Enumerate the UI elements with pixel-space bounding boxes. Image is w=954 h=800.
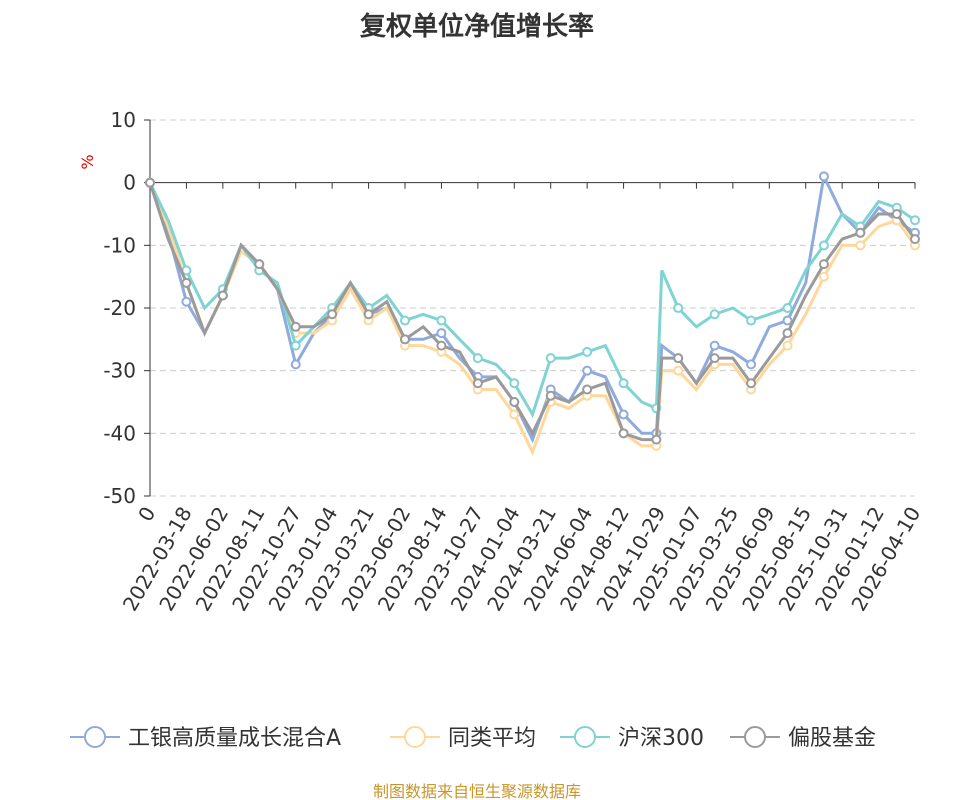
data-point [290,321,301,332]
data-point [509,409,520,420]
data-point [436,340,447,351]
data-point [327,309,338,320]
data-point [746,315,757,326]
data-point [746,378,757,389]
data-point [509,397,520,407]
legend-marker [84,726,106,748]
data-point [217,290,228,301]
legend-marker [744,726,766,748]
data-point [181,296,192,307]
data-point [145,177,155,188]
data-point [746,359,757,370]
data-point [818,171,829,182]
data-point [891,209,902,219]
data-point [709,340,720,351]
data-point [290,359,301,370]
data-point [582,384,593,395]
series-line [148,182,917,442]
data-point [181,277,192,288]
data-point [436,328,447,339]
data-point [673,365,684,376]
data-point [782,303,793,313]
legend-marker [574,726,596,748]
chart-title: 复权单位净值增长率 [359,12,594,42]
data-point [782,328,793,339]
legend-label: 同类平均 [448,726,536,751]
legend-label: 偏股基金 [788,726,876,751]
data-point [709,353,720,364]
series-line [148,182,916,419]
data-point [818,271,829,282]
data-point [818,259,829,270]
data-point [400,315,410,326]
source-note: 制图数据来自恒生聚源数据库 [372,782,581,800]
data-point [673,303,684,313]
data-point [582,365,593,376]
data-point [673,353,684,364]
data-point [651,434,662,445]
y-tick-label: -50 [103,484,136,508]
data-point [618,409,629,420]
y-tick-label: 0 [123,171,136,195]
y-tick-label: -40 [103,421,136,445]
data-point [855,240,866,251]
data-point [618,378,629,389]
legend-label: 沪深300 [618,726,704,751]
data-point [818,240,829,251]
data-point [290,340,301,351]
data-point [910,215,920,226]
data-point [782,315,793,326]
y-tick-label: -10 [103,233,136,257]
data-point [436,315,447,326]
y-tick-label: -30 [103,359,136,383]
data-point [910,234,920,245]
y-tick-label: -20 [103,296,136,320]
data-point [472,353,483,364]
data-point [545,353,556,364]
data-point [472,378,483,389]
data-point [545,390,556,401]
x-tick-label: 0 [133,503,160,526]
data-point [709,309,720,320]
data-point [582,346,593,357]
data-point [509,378,520,389]
data-point [618,428,629,439]
data-point [363,309,374,320]
y-axis-label: % [78,154,97,169]
legend-marker [404,726,426,748]
data-point [782,340,793,351]
data-point [855,227,866,238]
y-tick-label: 10 [111,108,136,132]
data-point [400,334,410,345]
legend-label: 工银高质量成长混合A [128,726,341,751]
data-point [254,259,265,270]
